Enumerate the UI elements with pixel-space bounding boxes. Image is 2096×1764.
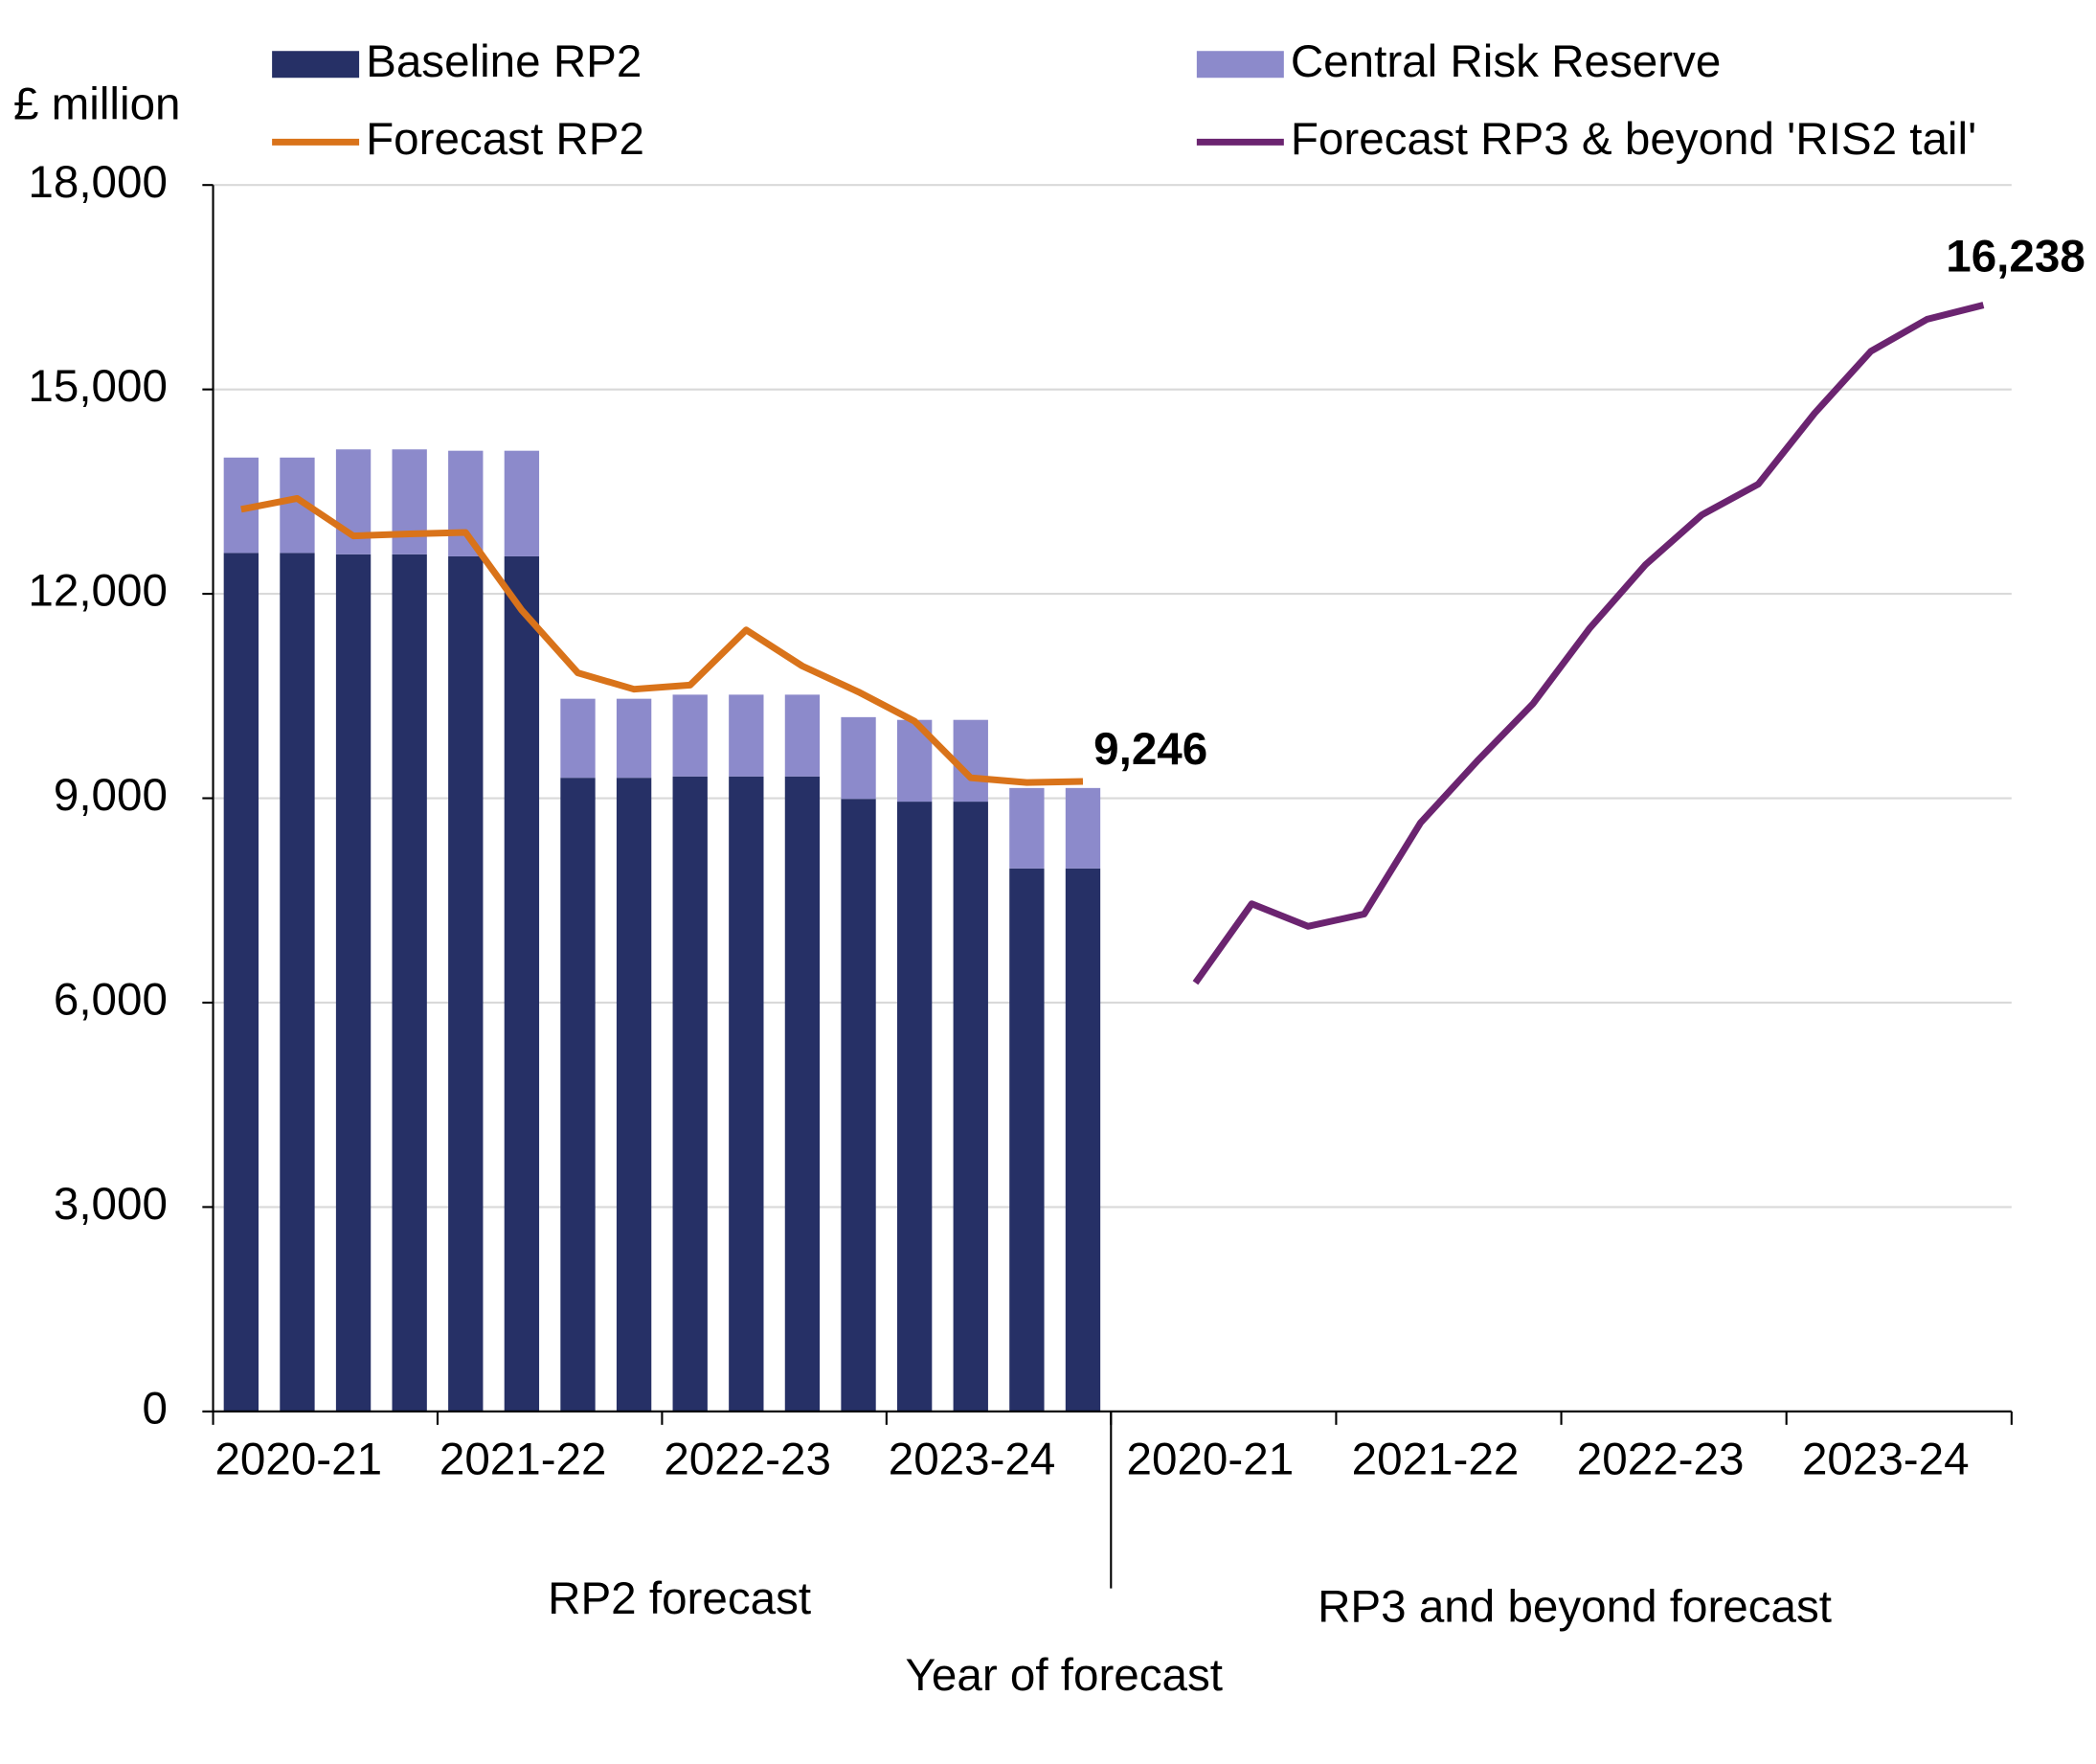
- legend-label: Forecast RP3 & beyond 'RIS2 tail': [1291, 114, 1976, 165]
- bar: [392, 449, 427, 554]
- x-tick-label: 2020-21: [1127, 1435, 1295, 1485]
- y-tick-label: 9,000: [54, 770, 168, 821]
- bar: [280, 553, 315, 1412]
- y-tick-label: 18,000: [28, 157, 168, 208]
- legend-label: Forecast RP2: [366, 114, 644, 165]
- data-label: 16,238: [1946, 232, 2085, 283]
- bar: [784, 776, 821, 1412]
- panel-label: RP2 forecast: [548, 1573, 811, 1624]
- line: [240, 494, 1084, 786]
- legend-label: Baseline RP2: [366, 36, 642, 87]
- bar: [953, 719, 988, 803]
- y-axis-label: £ million: [13, 79, 181, 130]
- y-tick-label: 12,000: [28, 566, 168, 617]
- bar: [223, 553, 259, 1412]
- legend-swatch: [1196, 51, 1284, 79]
- bar: [841, 716, 876, 800]
- bar: [504, 555, 540, 1412]
- bar: [953, 802, 988, 1412]
- data-label: 9,246: [1093, 724, 1207, 775]
- bar: [672, 776, 708, 1412]
- x-axis-label: Year of forecast: [906, 1650, 1224, 1701]
- bar: [1065, 868, 1101, 1412]
- bar: [504, 450, 540, 556]
- bar: [616, 778, 652, 1412]
- x-tick-label: 2020-21: [214, 1435, 382, 1485]
- y-tick-label: 6,000: [54, 975, 168, 1026]
- x-tick-label: 2021-22: [439, 1435, 607, 1485]
- x-tick-label: 2021-22: [1352, 1435, 1520, 1485]
- bar: [729, 776, 764, 1412]
- bar: [448, 555, 484, 1412]
- x-tick-label: 2022-23: [664, 1435, 831, 1485]
- bar: [616, 698, 652, 779]
- x-tick-label: 2023-24: [1802, 1435, 1970, 1485]
- y-tick-label: 3,000: [54, 1179, 168, 1230]
- legend-label: Central Risk Reserve: [1291, 36, 1721, 87]
- bar: [1009, 868, 1045, 1412]
- panel-label: RP3 and beyond forecast: [1318, 1582, 1832, 1633]
- bar: [392, 554, 427, 1412]
- bar: [729, 694, 764, 777]
- bar: [1009, 787, 1045, 869]
- x-tick-label: 2023-24: [889, 1435, 1056, 1485]
- bar: [672, 694, 708, 777]
- bar: [896, 802, 933, 1412]
- bar: [841, 799, 876, 1412]
- bar: [335, 554, 372, 1412]
- bar: [1065, 787, 1101, 869]
- bar: [448, 450, 484, 556]
- y-tick-label: 15,000: [28, 361, 168, 412]
- x-tick-label: 2022-23: [1577, 1435, 1745, 1485]
- bar: [784, 694, 821, 777]
- bar: [560, 778, 596, 1412]
- legend-swatch: [272, 51, 360, 79]
- bar: [560, 698, 596, 779]
- y-tick-label: 0: [142, 1383, 167, 1434]
- line: [1192, 302, 1985, 985]
